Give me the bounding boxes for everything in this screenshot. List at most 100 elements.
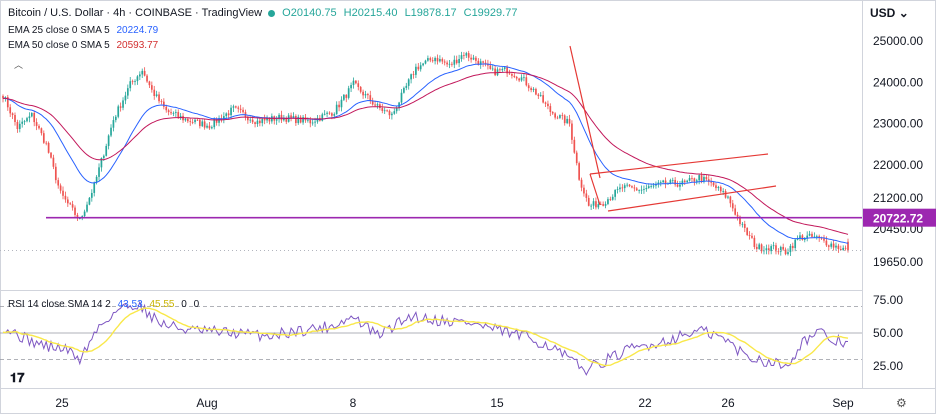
candle-body: [494, 68, 496, 76]
candle-body: [186, 118, 189, 122]
candle-body: [105, 145, 108, 156]
candle-body: [391, 113, 393, 116]
candle-body: [114, 116, 117, 121]
candle-body: [69, 203, 72, 205]
candle-body: [86, 204, 88, 212]
candle-body: [239, 108, 242, 110]
candle-body: [455, 59, 458, 64]
ema25-legend[interactable]: EMA 25 close 0 SMA 5 20224.79: [8, 25, 162, 37]
chevron-up-icon[interactable]: ︿: [14, 60, 24, 70]
candle-body: [748, 234, 751, 236]
candle-body: [141, 70, 144, 75]
candle-body: [741, 223, 744, 225]
candle-body: [30, 112, 33, 117]
candle-body: [751, 235, 753, 238]
candle-body: [247, 117, 249, 121]
candle-body: [700, 175, 703, 182]
rsi-label: RSI 14 close SMA 14 2: [8, 299, 111, 310]
candle-body: [100, 157, 103, 168]
candle-body: [162, 101, 165, 107]
candle-body: [42, 133, 45, 143]
candle-body: [153, 89, 156, 96]
candle-body: [146, 75, 148, 82]
candle-body: [407, 79, 410, 86]
candle-body: [275, 119, 278, 121]
candle-body: [410, 74, 412, 80]
candle-body: [242, 109, 244, 113]
candle-body: [417, 66, 420, 70]
currency-selector[interactable]: USD ⌄: [870, 6, 909, 20]
candle-body: [400, 92, 403, 103]
candle-body: [412, 74, 415, 76]
candle-body: [364, 94, 367, 96]
price-tick-label: 24000.00: [873, 75, 923, 89]
support-price-badge: [863, 208, 936, 227]
candle-body: [659, 182, 662, 183]
rsi-extra-value-2: 0: [193, 299, 200, 310]
drawings-layer[interactable]: [0, 45, 862, 251]
candle-body: [463, 55, 465, 56]
candle-body: [198, 119, 201, 127]
candle-body: [460, 55, 463, 60]
candle-body: [369, 95, 372, 102]
candle-body: [57, 180, 60, 186]
candle-body: [813, 236, 816, 238]
tradingview-logo-icon[interactable]: 𝟏𝟕: [10, 370, 25, 385]
candle-body: [835, 245, 837, 248]
candle-body: [844, 247, 847, 249]
symbol-legend[interactable]: Bitcoin / U.S. Dollar · 4h · COINBASE · …: [8, 7, 521, 19]
candle-body: [645, 187, 648, 190]
candle-body: [535, 88, 537, 95]
candle-body: [542, 95, 544, 103]
candle-body: [126, 88, 129, 96]
candle-body: [40, 128, 43, 134]
candle-body: [335, 104, 338, 115]
candle-body: [609, 199, 612, 200]
candle-body: [489, 65, 492, 69]
candle-body: [537, 94, 540, 97]
candle-body: [731, 203, 734, 209]
candle-body: [201, 121, 204, 127]
candle-body: [592, 201, 595, 206]
candle-body: [739, 216, 741, 225]
candle-body: [9, 107, 12, 114]
candle-body: [256, 120, 259, 125]
candle-body: [554, 113, 556, 118]
candle-body: [791, 245, 794, 249]
candle-body: [50, 152, 52, 158]
candle-body: [379, 104, 381, 109]
candle-body: [587, 197, 590, 206]
candle-body: [393, 111, 396, 114]
candle-body: [520, 77, 523, 81]
candle-body: [194, 119, 196, 123]
candle-body: [532, 88, 535, 91]
candle-body: [297, 116, 300, 124]
candle-body: [715, 185, 717, 189]
candle-body: [64, 195, 67, 200]
ema50-legend[interactable]: EMA 50 close 0 SMA 5 20593.77: [8, 40, 162, 52]
candle-body: [530, 88, 532, 91]
candle-body: [338, 104, 340, 108]
rsi-sma-line: [2, 307, 849, 367]
candle-body: [513, 75, 516, 77]
candle-body: [333, 114, 336, 116]
candle-body: [511, 73, 513, 76]
candle-body: [439, 59, 441, 62]
time-tick-label: Aug: [196, 396, 217, 410]
candle-body: [237, 107, 240, 109]
gear-icon[interactable]: ⚙: [896, 396, 907, 410]
candle-body: [331, 113, 333, 116]
candle-body: [578, 163, 580, 180]
candle-body: [249, 119, 252, 121]
candle-body: [472, 57, 475, 60]
candle-body: [117, 106, 120, 117]
chevron-down-icon: ⌄: [898, 6, 909, 20]
candle-body: [381, 108, 384, 111]
candle-body: [47, 142, 50, 153]
candle-body: [174, 112, 177, 113]
candle-body: [184, 118, 187, 121]
rsi-tick-label: 25.00: [873, 359, 903, 373]
rsi-legend[interactable]: RSI 14 close SMA 14 2 43.53 45.55 0 0: [8, 299, 203, 311]
candle-body: [458, 59, 460, 64]
